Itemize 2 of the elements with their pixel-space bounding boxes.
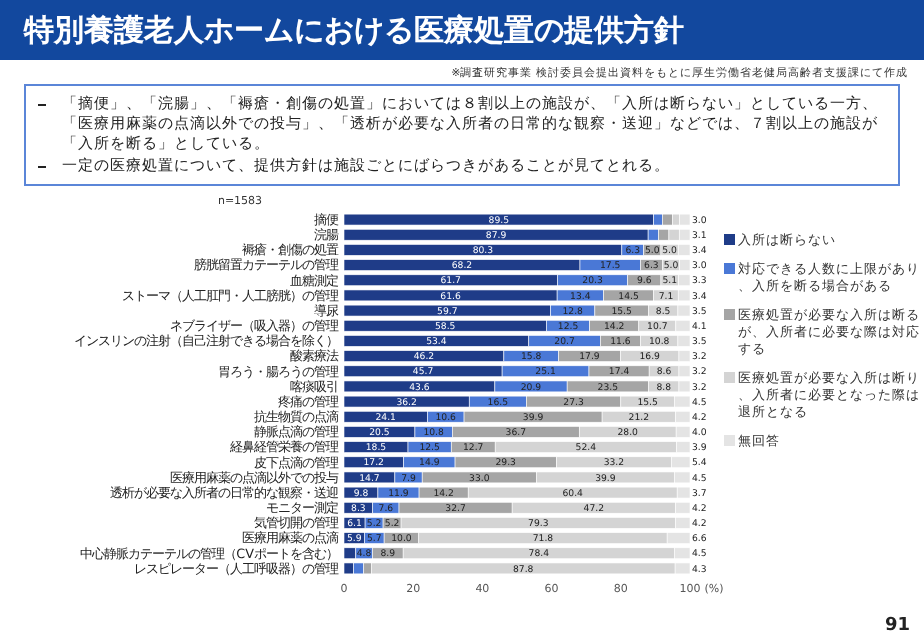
chart-title: 特別養護老人ホームにおける医療処置の提供方針: [24, 12, 684, 50]
text: 91: [884, 616, 910, 636]
